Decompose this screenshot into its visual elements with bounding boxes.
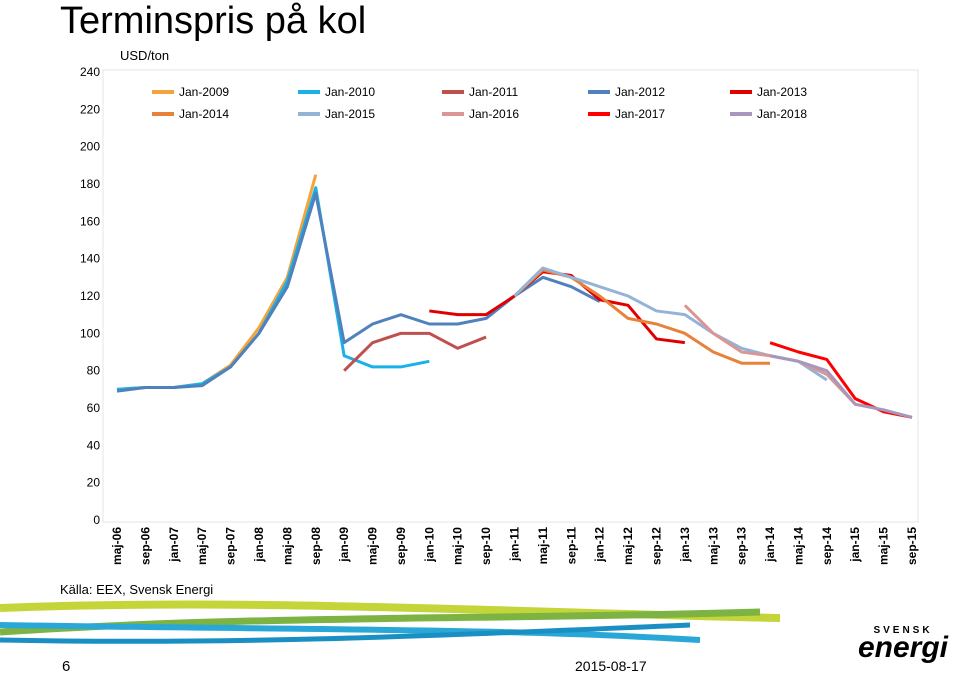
series-line — [769, 341, 913, 419]
plot-area — [102, 69, 919, 523]
chart-title: Terminspris på kol — [60, 0, 366, 42]
x-tick-label: jan-11 — [508, 527, 522, 562]
y-tick-label: 40 — [87, 438, 101, 452]
x-tick-label: jan-13 — [678, 527, 692, 563]
legend-label: Jan-2010 — [325, 85, 375, 99]
y-tick-label: 60 — [87, 401, 101, 415]
x-tick-label: sep-08 — [309, 527, 323, 565]
series-line — [116, 186, 430, 391]
x-tick-label: jan-07 — [167, 527, 181, 563]
x-tick-label: sep-06 — [138, 527, 152, 565]
legend-label: Jan-2009 — [179, 85, 229, 99]
y-tick-label: 220 — [80, 102, 100, 116]
series-line — [343, 331, 487, 372]
y-tick-label: 120 — [80, 289, 100, 303]
y-tick-label: 240 — [80, 65, 100, 79]
x-tick-label: maj-11 — [536, 527, 550, 565]
legend-label: Jan-2016 — [469, 107, 519, 121]
x-tick-label: maj-09 — [366, 527, 380, 565]
date: 2015-08-17 — [575, 658, 647, 674]
legend-label: Jan-2013 — [757, 85, 807, 99]
y-tick-label: 20 — [87, 476, 101, 490]
x-tick-label: sep-14 — [820, 527, 834, 565]
y-tick-label: 100 — [80, 326, 100, 340]
x-tick-label: maj-13 — [706, 527, 720, 565]
logo-bottom: energi — [858, 631, 949, 664]
x-tick-label: maj-07 — [195, 527, 209, 565]
legend-label: Jan-2012 — [615, 85, 665, 99]
swooshes — [0, 600, 781, 644]
series-line — [513, 268, 771, 365]
series-line — [683, 304, 857, 406]
x-tick-label: maj-15 — [877, 527, 891, 565]
legend-label: Jan-2017 — [615, 107, 665, 121]
legend-label: Jan-2018 — [757, 107, 807, 121]
x-tick-label: sep-09 — [394, 527, 408, 565]
legend-label: Jan-2015 — [325, 107, 375, 121]
x-tick-label: sep-07 — [224, 527, 238, 565]
y-tick-label: 200 — [80, 140, 100, 154]
y-tick-label: 80 — [87, 364, 101, 378]
x-tick-label: jan-09 — [337, 527, 351, 563]
x-tick-label: maj-14 — [791, 527, 805, 565]
source: Källa: EEX, Svensk Energi — [60, 582, 213, 597]
page-number: 6 — [62, 658, 70, 674]
series-line — [769, 354, 913, 419]
y-tick-label: 180 — [80, 177, 100, 191]
y-axis-label: USD/ton — [120, 48, 169, 63]
x-tick-label: sep-10 — [479, 527, 493, 565]
y-tick-label: 140 — [80, 252, 100, 266]
legend-label: Jan-2014 — [179, 107, 229, 121]
x-tick-label: maj-10 — [451, 527, 465, 565]
y-tick-label: 0 — [93, 513, 100, 527]
x-tick-label: maj-06 — [110, 527, 124, 565]
x-tick-label: jan-15 — [848, 527, 862, 563]
x-tick-label: jan-12 — [593, 527, 607, 563]
y-tick-label: 160 — [80, 214, 100, 228]
legend-label: Jan-2011 — [469, 85, 518, 99]
x-tick-label: sep-15 — [905, 527, 919, 565]
logo-top: SVENSK — [873, 625, 932, 636]
x-tick-label: sep-13 — [735, 527, 749, 565]
x-tick-label: sep-11 — [564, 527, 578, 565]
x-tick-label: jan-14 — [763, 527, 777, 563]
x-tick-label: maj-08 — [280, 527, 294, 565]
x-tick-label: jan-10 — [422, 527, 436, 563]
x-tick-label: maj-12 — [621, 527, 635, 565]
x-tick-label: jan-08 — [252, 527, 266, 563]
x-tick-label: sep-12 — [649, 527, 663, 565]
